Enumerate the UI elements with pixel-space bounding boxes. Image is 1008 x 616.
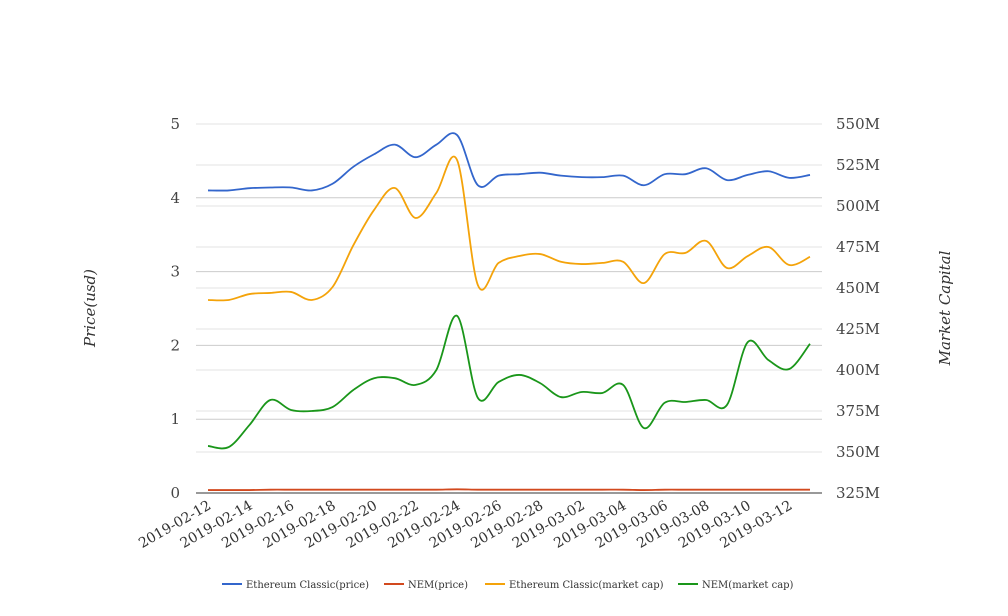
left-axis-label: Price(usd) [81, 269, 99, 348]
right-tick-label: 375M [836, 402, 880, 420]
right-tick-label: 500M [836, 197, 880, 215]
left-tick-label: 4 [170, 189, 180, 207]
right-axis-label: Market Capital [936, 250, 954, 366]
legend-label: NEM(price) [408, 580, 468, 591]
right-tick-label: 325M [836, 484, 880, 502]
left-tick-label: 3 [170, 263, 180, 281]
right-tick-label: 450M [836, 279, 880, 297]
right-tick-label: 425M [836, 320, 880, 338]
legend-label: NEM(market cap) [702, 580, 794, 591]
legend-label: Ethereum Classic(market cap) [509, 580, 664, 591]
right-tick-label: 400M [836, 361, 880, 379]
right-tick-label: 525M [836, 156, 880, 174]
right-tick-label: 550M [836, 115, 880, 133]
legend-label: Ethereum Classic(price) [246, 580, 369, 591]
left-tick-label: 0 [170, 484, 180, 502]
left-tick-label: 1 [170, 410, 180, 428]
left-tick-label: 2 [170, 336, 180, 354]
right-tick-label: 350M [836, 443, 880, 461]
series-line-ethereum-classic-price- [207, 132, 811, 192]
series-line-nem-market-cap- [207, 314, 811, 450]
right-tick-label: 475M [836, 238, 880, 256]
left-tick-label: 5 [170, 115, 180, 133]
series-line-ethereum-classic-market-cap- [207, 155, 811, 302]
series-line-nem-price- [207, 488, 810, 491]
